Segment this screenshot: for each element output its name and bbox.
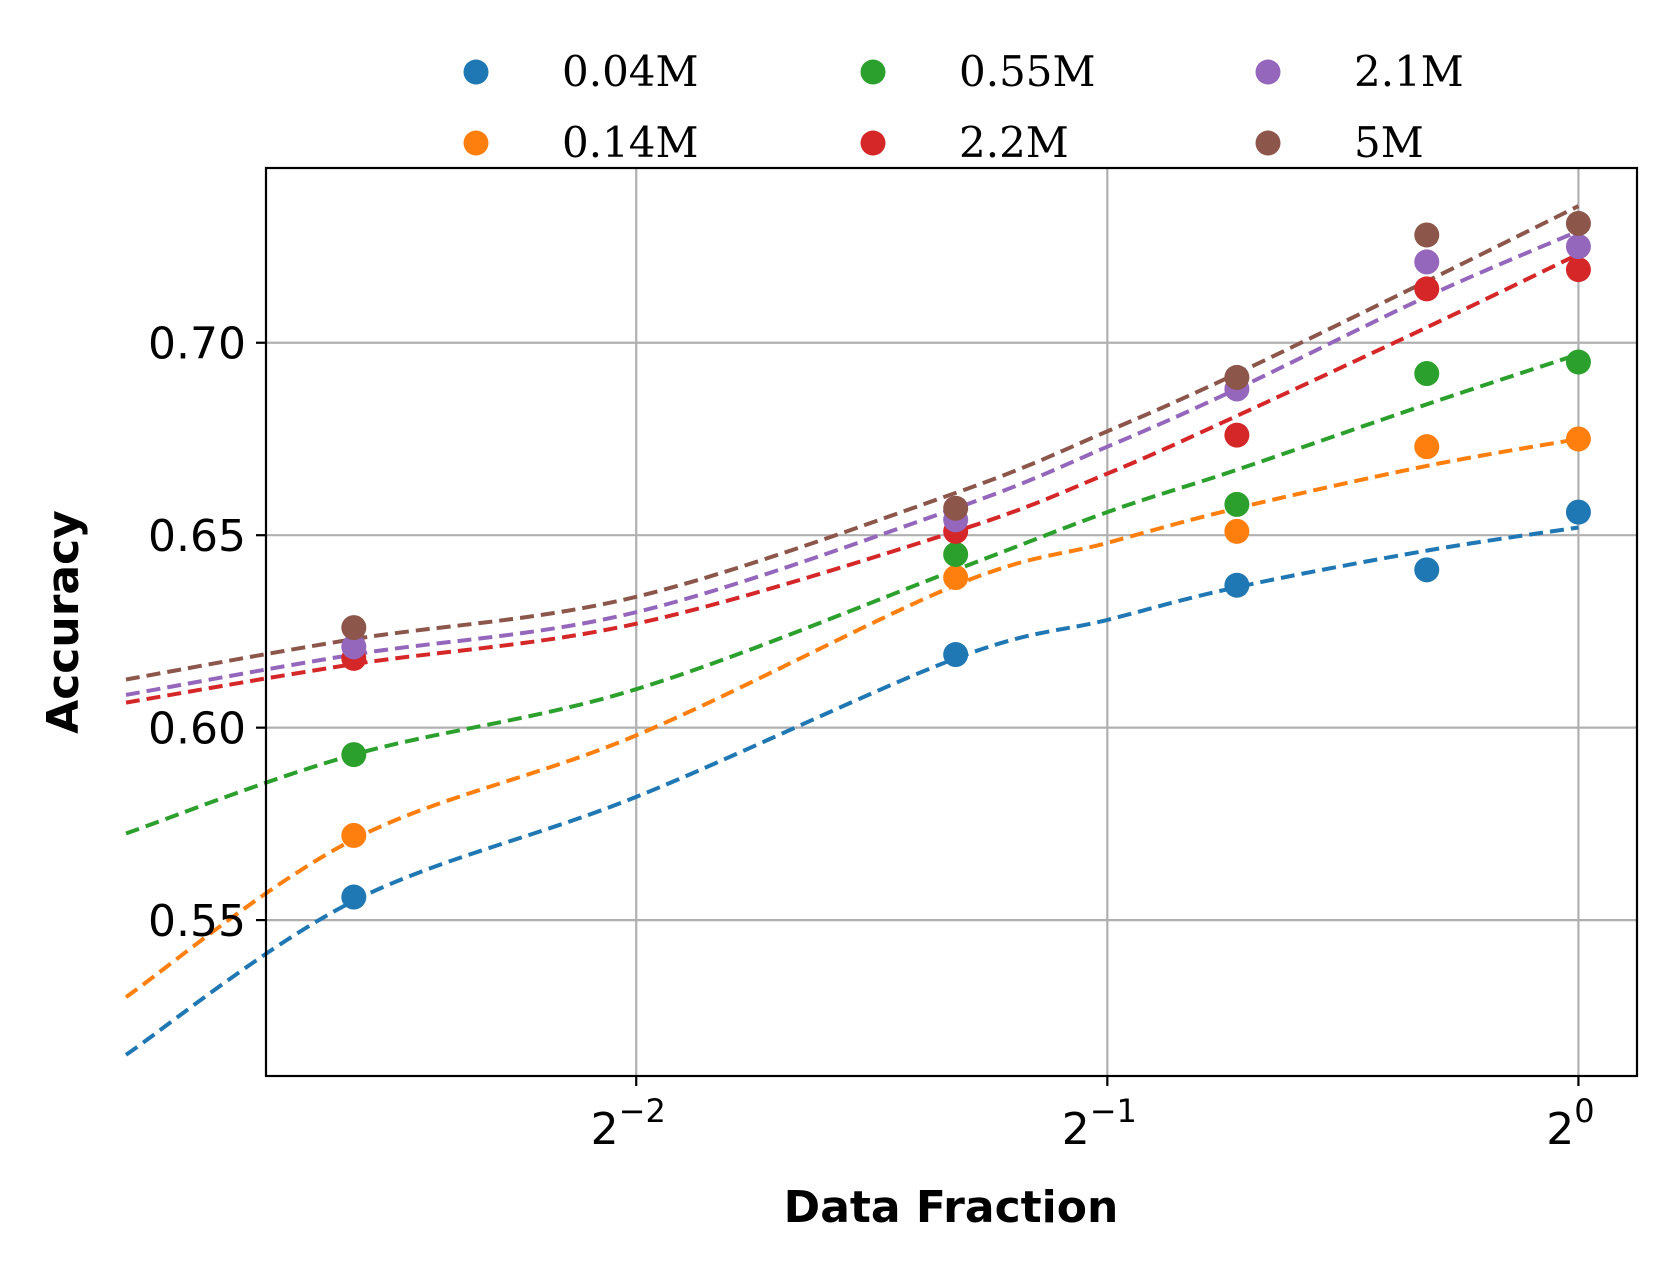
point-0.14M xyxy=(1565,426,1591,452)
point-0.14M xyxy=(1414,434,1440,460)
legend-marker xyxy=(463,130,489,156)
y-axis-label: Accuracy xyxy=(38,510,89,734)
legend-label: 2.2M xyxy=(959,118,1069,167)
point-5M xyxy=(341,615,367,641)
legend-marker xyxy=(1255,130,1281,156)
x-tick-label: 20 xyxy=(1546,1092,1594,1155)
legend-label: 0.55M xyxy=(959,47,1096,96)
legend-entry-0.04M: 0.04M xyxy=(463,47,699,96)
legend: 0.04M 0.55M 2.1M 0.14M 2.2M 5M xyxy=(463,47,1464,167)
point-0.55M xyxy=(1414,361,1440,387)
grid xyxy=(266,168,1637,1076)
point-0.04M xyxy=(1565,499,1591,525)
y-tick-label: 0.70 xyxy=(148,319,246,370)
legend-label: 0.14M xyxy=(562,118,699,167)
fit-line-0.14M xyxy=(124,437,1579,999)
point-2.1M xyxy=(341,634,367,660)
legend-marker xyxy=(860,130,886,156)
point-0.55M xyxy=(1224,491,1250,517)
legend-entry-2.2M: 2.2M xyxy=(860,118,1069,167)
point-0.14M xyxy=(1224,518,1250,544)
point-0.04M xyxy=(1414,557,1440,583)
x-tick-base: 2 xyxy=(591,1104,619,1155)
y-tick-label: 0.65 xyxy=(148,511,246,562)
y-tick-label: 0.60 xyxy=(148,704,246,755)
x-axis-label: Data Fraction xyxy=(784,1182,1119,1233)
fit-line-0.04M xyxy=(124,525,1579,1057)
point-2.1M xyxy=(1414,249,1440,275)
point-0.55M xyxy=(943,541,969,567)
data-points xyxy=(341,210,1591,910)
legend-entry-2.1M: 2.1M xyxy=(1255,47,1464,96)
point-2.1M xyxy=(1565,234,1591,260)
legend-entry-5M: 5M xyxy=(1255,118,1424,167)
x-tick-label: 2−2 xyxy=(591,1092,666,1155)
legend-label: 5M xyxy=(1354,118,1424,167)
point-0.04M xyxy=(943,642,969,668)
plot-frame xyxy=(264,166,1639,1078)
legend-marker xyxy=(463,59,489,85)
x-tick-label: 2−1 xyxy=(1062,1092,1137,1155)
point-2.2M xyxy=(1565,257,1591,283)
point-5M xyxy=(1224,364,1250,390)
legend-marker xyxy=(1255,59,1281,85)
legend-marker xyxy=(860,59,886,85)
point-5M xyxy=(1565,210,1591,236)
x-tick-base: 2 xyxy=(1062,1104,1090,1155)
legend-label: 0.04M xyxy=(562,47,699,96)
x-tick-base: 2 xyxy=(1546,1104,1574,1155)
legend-label: 2.1M xyxy=(1354,47,1464,96)
y-axis: 0.55 0.60 0.65 0.70 xyxy=(148,319,266,947)
point-0.55M xyxy=(341,742,367,768)
x-tick-exponent: −2 xyxy=(619,1092,666,1130)
point-2.2M xyxy=(1414,276,1440,302)
legend-entry-0.55M: 0.55M xyxy=(860,47,1096,96)
point-5M xyxy=(1414,222,1440,248)
point-0.04M xyxy=(341,884,367,910)
point-0.04M xyxy=(1224,572,1250,598)
point-0.14M xyxy=(943,565,969,591)
x-tick-exponent: −1 xyxy=(1090,1092,1137,1130)
x-tick-exponent: 0 xyxy=(1574,1092,1594,1130)
point-5M xyxy=(943,495,969,521)
point-0.55M xyxy=(1565,349,1591,375)
fit-line-2.2M xyxy=(125,252,1580,705)
fit-line-5M xyxy=(125,204,1580,682)
x-axis: 2−2 2−1 20 xyxy=(591,1076,1595,1155)
legend-entry-0.14M: 0.14M xyxy=(463,118,699,167)
point-2.2M xyxy=(1224,422,1250,448)
point-0.14M xyxy=(341,822,367,848)
y-tick-label: 0.55 xyxy=(148,896,246,947)
